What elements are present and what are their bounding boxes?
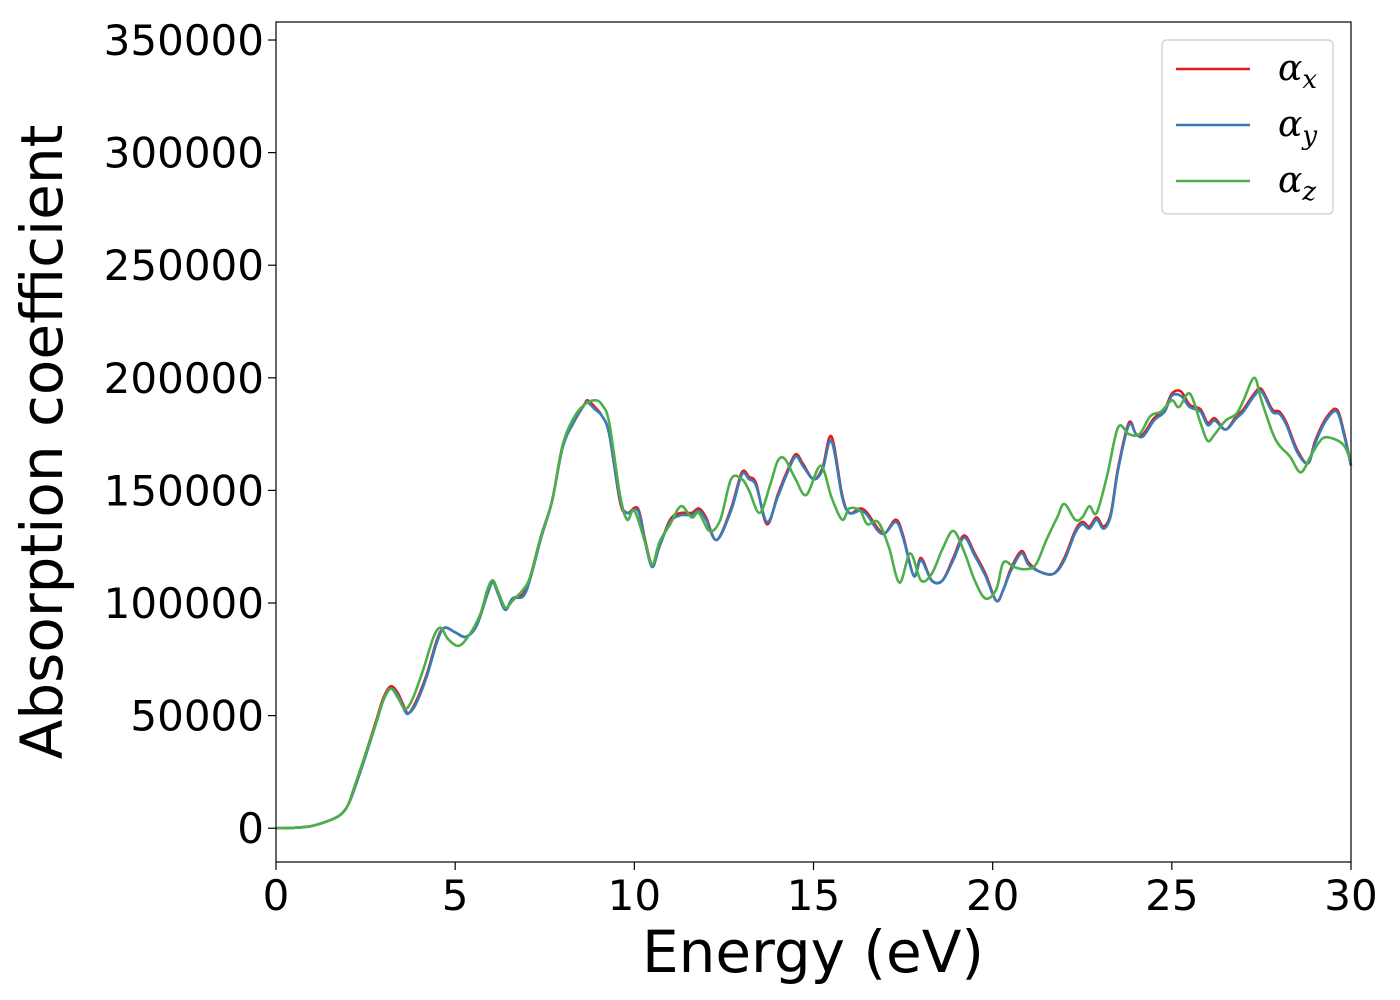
x-axis-title: Energy (eV) <box>642 918 984 986</box>
x-tick-label: 15 <box>787 871 840 920</box>
legend-label-sub: z <box>1301 177 1316 207</box>
legend-label-main: α <box>1278 160 1302 201</box>
y-axis: 0 50000 100000 150000 200000 250000 300000 3500… <box>104 16 276 853</box>
x-tick-label: 5 <box>442 871 469 920</box>
y-tick-label: 150000 <box>104 466 264 515</box>
y-tick-label: 100000 <box>104 579 264 628</box>
legend-label-sub: y <box>1301 121 1317 151</box>
y-tick-label: 50000 <box>130 692 264 741</box>
legend-label-sub: x <box>1302 65 1317 95</box>
y-tick-label: 200000 <box>104 354 264 403</box>
x-axis: 0 5 10 15 20 25 30 <box>263 862 1378 920</box>
x-tick-label: 0 <box>263 871 290 920</box>
x-tick-label: 20 <box>966 871 1019 920</box>
y-axis-title: Absorption coefficient <box>8 125 76 760</box>
legend-label-x: αx <box>1278 48 1317 95</box>
x-tick-label: 25 <box>1145 871 1198 920</box>
y-tick-label: 300000 <box>104 129 264 178</box>
series-line-z <box>275 376 1353 830</box>
series-layer <box>275 376 1353 830</box>
legend-label-main: α <box>1278 48 1302 89</box>
legend-label-z: αz <box>1278 160 1316 207</box>
y-tick-label: 250000 <box>104 241 264 290</box>
x-tick-label: 30 <box>1324 871 1377 920</box>
y-tick-label: 350000 <box>104 16 264 65</box>
legend-label-main: α <box>1278 104 1302 145</box>
legend-label-y: αy <box>1278 104 1317 151</box>
x-tick-label: 10 <box>608 871 661 920</box>
y-tick-label: 0 <box>237 804 264 853</box>
legend-box <box>1161 39 1334 215</box>
